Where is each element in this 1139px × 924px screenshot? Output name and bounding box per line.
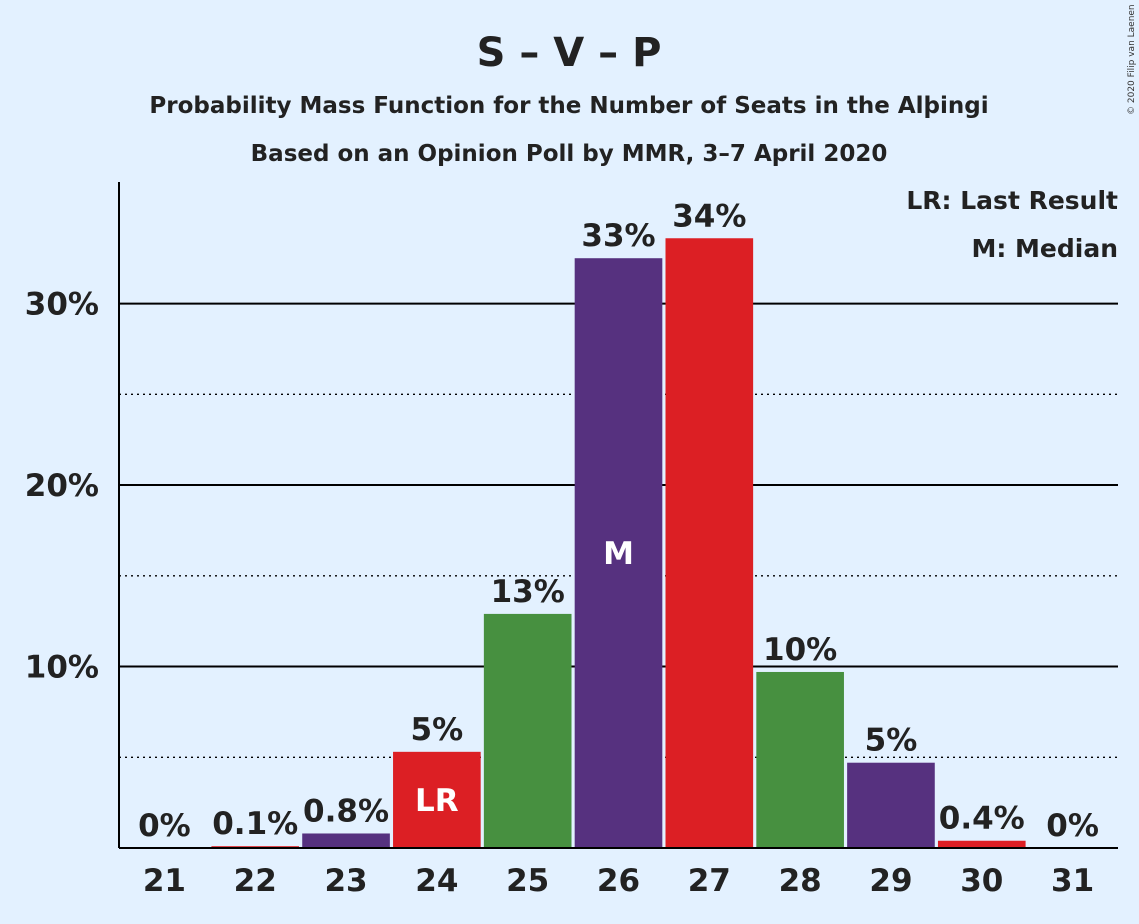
- x-tick-label: 26: [597, 863, 640, 899]
- bar-seat-29: [847, 762, 935, 848]
- y-tick-label: 30%: [25, 287, 99, 323]
- x-axis-ticks: 21 22 23 24 25 26 27 28 29 30 31: [143, 863, 1094, 899]
- legend-median: M: Median: [971, 234, 1118, 263]
- copyright-notice: © 2020 Filip van Laenen: [1127, 4, 1137, 115]
- bar-value-label: 5%: [865, 723, 918, 759]
- bar-value-label: 5%: [411, 712, 464, 748]
- bar-value-label: 0%: [138, 808, 191, 844]
- x-tick-label: 25: [506, 863, 549, 899]
- y-tick-label: 10%: [25, 650, 99, 686]
- y-tick-label: 20%: [25, 468, 99, 504]
- x-tick-label: 22: [234, 863, 277, 899]
- y-axis-ticks: 10% 20% 30%: [25, 287, 99, 686]
- x-tick-label: 23: [324, 863, 367, 899]
- chart-subtitle: Probability Mass Function for the Number…: [149, 93, 988, 119]
- chart-subtitle-source: Based on an Opinion Poll by MMR, 3–7 Apr…: [251, 141, 888, 167]
- x-tick-label: 28: [779, 863, 822, 899]
- bars: [211, 238, 1026, 849]
- x-tick-label: 29: [869, 863, 912, 899]
- bar-seat-23: [302, 833, 390, 848]
- bar-seat-27: [665, 238, 754, 849]
- legend-last-result: LR: Last Result: [906, 186, 1118, 215]
- bar-marker-label: M: [603, 536, 634, 572]
- bar-seat-26: [574, 258, 663, 848]
- bar-value-label: 0%: [1046, 808, 1099, 844]
- bar-value-label: 0.4%: [939, 801, 1025, 837]
- bar-seat-25: [483, 613, 572, 848]
- x-tick-label: 31: [1051, 863, 1094, 899]
- x-tick-label: 24: [415, 863, 458, 899]
- x-tick-label: 27: [688, 863, 731, 899]
- chart-title: S – V – P: [477, 30, 662, 76]
- bar-value-label: 0.1%: [212, 806, 298, 842]
- bar-value-label: 10%: [763, 632, 837, 668]
- x-tick-label: 21: [143, 863, 186, 899]
- bar-seat-24: [393, 751, 481, 848]
- bar-value-label: 0.8%: [303, 793, 389, 829]
- bar-value-label: 13%: [491, 574, 565, 610]
- bar-value-label: 33%: [581, 218, 655, 254]
- bar-value-label: 34%: [672, 198, 746, 234]
- bar-seat-28: [756, 671, 844, 848]
- bar-seat-30: [937, 840, 1026, 848]
- bar-marker-label: LR: [415, 783, 459, 819]
- data-labels: 0% 0.1% 0.8% 5% LR 13% 33% M 34% 10% 5% 0.4% 0%: [138, 198, 1099, 844]
- x-tick-label: 30: [960, 863, 1003, 899]
